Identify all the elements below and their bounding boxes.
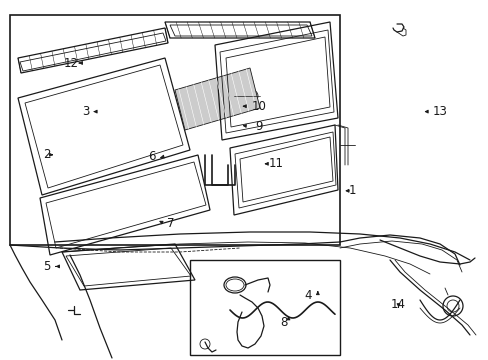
Text: 4: 4 (304, 289, 311, 302)
Text: 12: 12 (63, 57, 78, 69)
Text: 5: 5 (42, 260, 50, 273)
Text: 3: 3 (81, 105, 89, 118)
Text: 9: 9 (255, 120, 263, 132)
Text: 11: 11 (268, 157, 283, 170)
Text: 13: 13 (432, 105, 447, 118)
Text: 10: 10 (251, 100, 266, 113)
Text: 7: 7 (167, 217, 175, 230)
Text: 6: 6 (147, 150, 155, 163)
Polygon shape (175, 68, 260, 130)
Text: 8: 8 (279, 316, 287, 329)
Text: 1: 1 (347, 184, 355, 197)
Text: 2: 2 (42, 148, 50, 161)
Text: 14: 14 (390, 298, 405, 311)
